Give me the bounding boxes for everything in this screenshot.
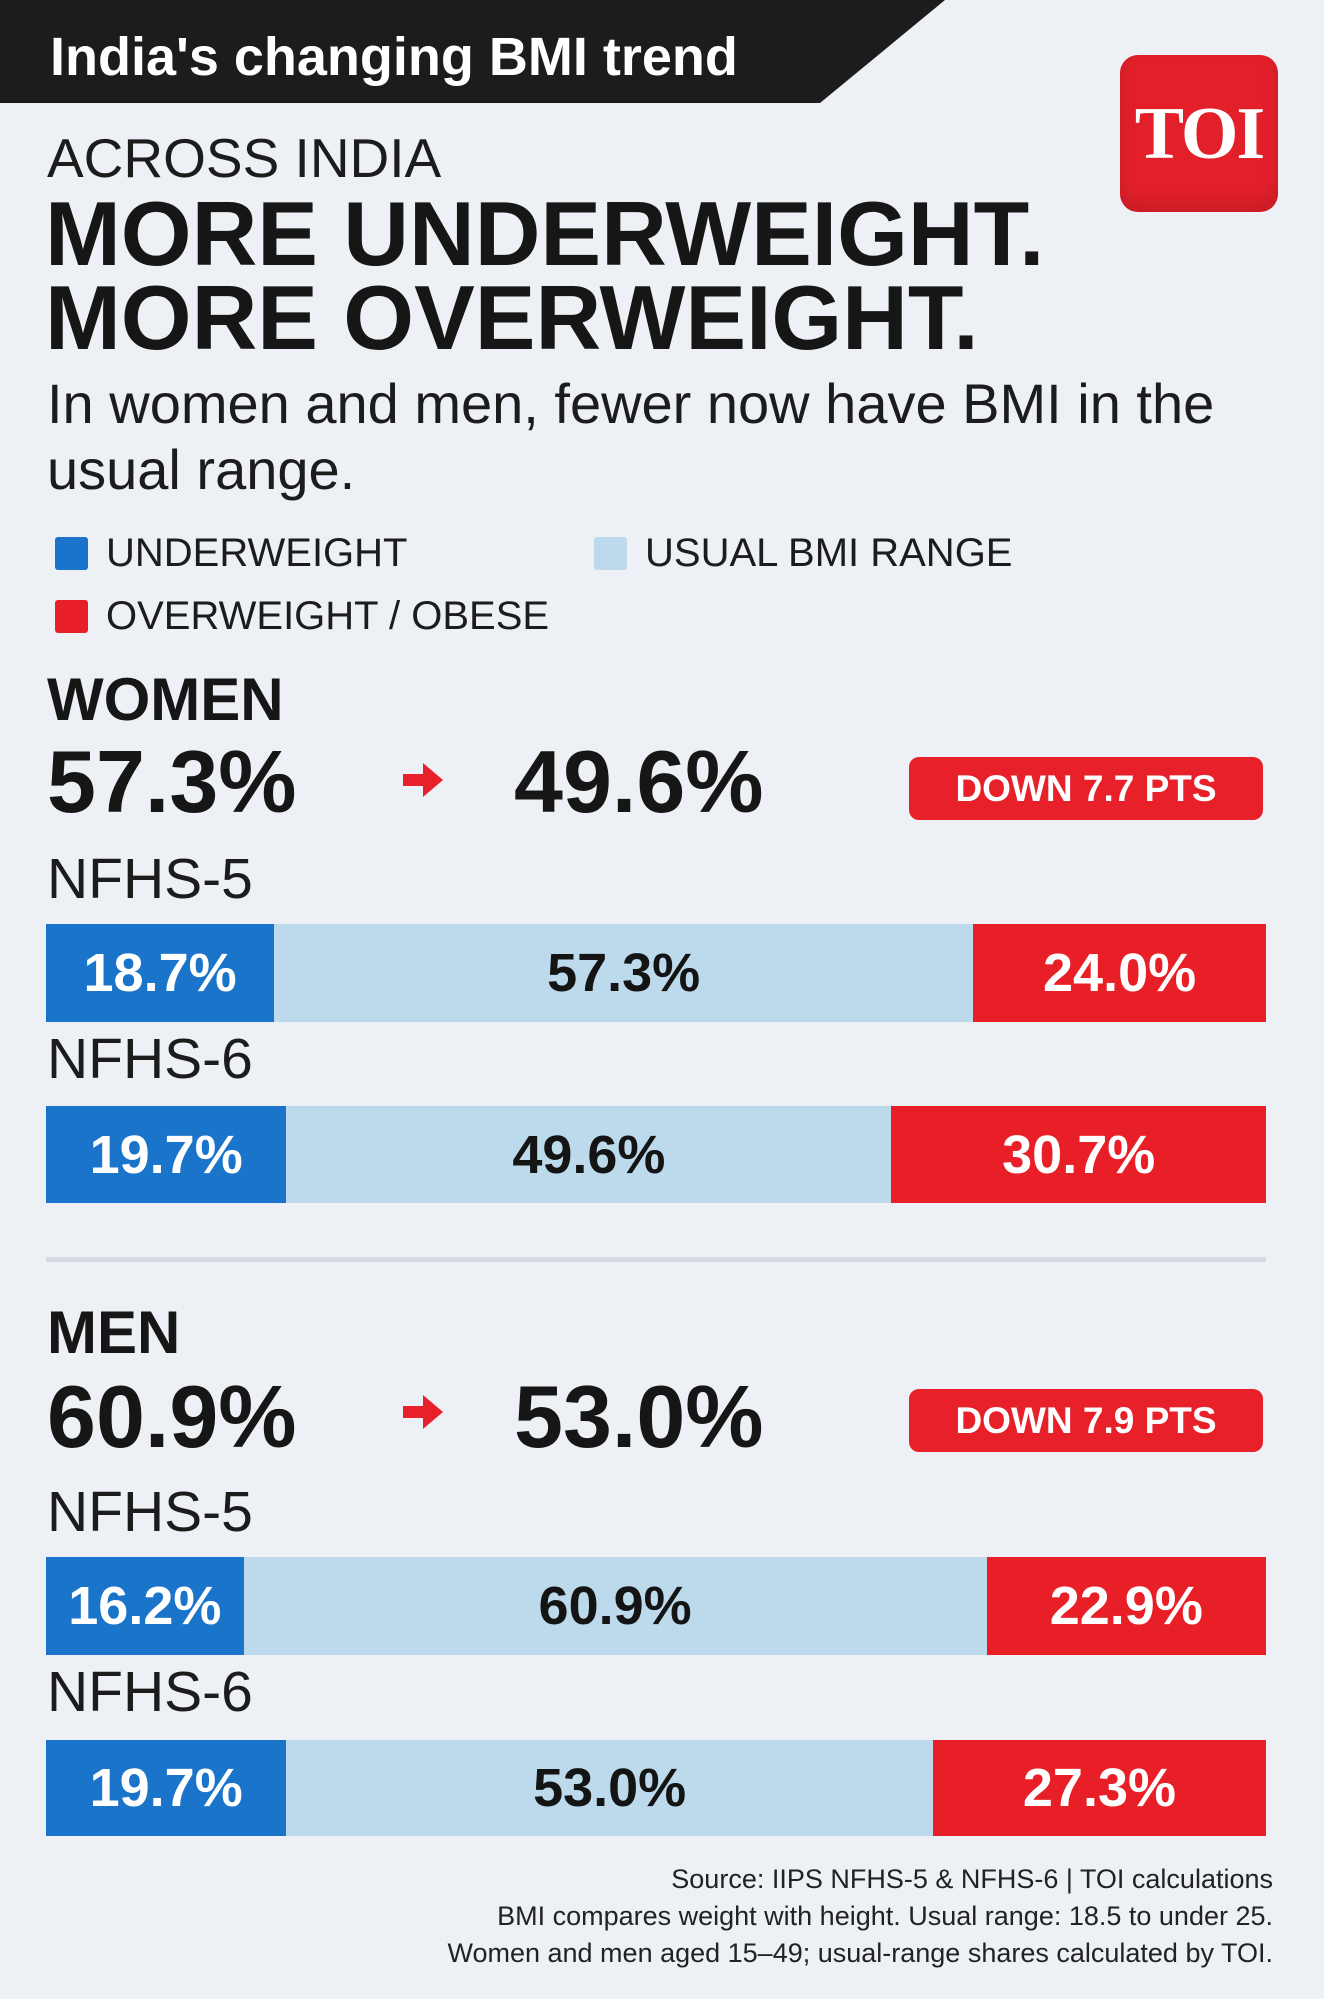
legend-label: UNDERWEIGHT — [106, 531, 408, 575]
bar-segment-overweight: 30.7% — [891, 1106, 1266, 1203]
stacked-bar-men-nfhs5: 16.2% 60.9% 22.9% — [46, 1557, 1266, 1655]
bar-segment-overweight: 27.3% — [932, 1740, 1266, 1836]
headline-from-value: 57.3% — [47, 732, 297, 831]
bar-segment-overweight: 22.9% — [986, 1557, 1266, 1655]
headline-line-2: MORE OVERWEIGHT. — [45, 268, 979, 369]
bar-segment-underweight: 19.7% — [46, 1740, 287, 1836]
bar-value-label: 24.0% — [1043, 943, 1197, 1003]
arrow-right-icon — [403, 763, 443, 797]
section-divider — [46, 1257, 1266, 1262]
bar-value-label: 57.3% — [547, 943, 701, 1003]
logo-text: TOI — [1134, 92, 1265, 175]
footer-notes: Source: IIPS NFHS-5 & NFHS-6 | TOI calcu… — [447, 1861, 1273, 1972]
bar-value-label: 18.7% — [83, 943, 237, 1003]
section-title-women: WOMEN — [47, 666, 284, 733]
legend-label: OVERWEIGHT / OBESE — [106, 594, 550, 638]
category-label: NFHS-6 — [47, 1027, 253, 1091]
legend-swatch — [55, 536, 88, 570]
bar-segment-usual-range: 60.9% — [243, 1557, 987, 1655]
kicker: ACROSS INDIA — [47, 127, 442, 189]
legend-label: USUAL BMI RANGE — [645, 531, 1013, 575]
bar-value-label: 22.9% — [1049, 1576, 1203, 1636]
bar-segment-underweight: 16.2% — [46, 1557, 244, 1655]
subtitle: In women and men, fewer now have BMI in … — [47, 372, 1215, 501]
bar-value-label: 19.7% — [89, 1124, 243, 1185]
source-note: Source: IIPS NFHS-5 & NFHS-6 | TOI calcu… — [671, 1864, 1273, 1894]
headline-to-value: 53.0% — [514, 1367, 764, 1466]
bar-value-label: 30.7% — [1002, 1124, 1156, 1185]
section-title-men: MEN — [47, 1299, 181, 1366]
bar-value-label: 53.0% — [533, 1758, 687, 1818]
headline-to-value: 49.6% — [514, 732, 764, 831]
toi-logo: TOI — [1120, 55, 1278, 212]
stacked-bar-men-nfhs6: 19.7% 53.0% 27.3% — [46, 1740, 1266, 1836]
category-label: NFHS-6 — [47, 1660, 253, 1724]
bar-value-label: 27.3% — [1022, 1758, 1176, 1818]
change-badge: DOWN 7.7 PTS — [909, 757, 1263, 820]
bar-segment-usual-range: 57.3% — [274, 924, 974, 1022]
category-label: NFHS-5 — [47, 847, 253, 911]
change-badge-text: DOWN 7.7 PTS — [955, 768, 1217, 809]
legend-item-usual-range: USUAL BMI RANGE — [594, 533, 1012, 573]
title-banner — [0, 0, 945, 103]
bar-value-label: 60.9% — [538, 1576, 692, 1636]
bar-value-label: 16.2% — [68, 1576, 222, 1636]
change-badge-text: DOWN 7.9 PTS — [955, 1400, 1217, 1441]
bar-segment-usual-range: 53.0% — [286, 1740, 933, 1836]
banner-title: India's changing BMI trend — [50, 27, 738, 87]
bar-value-label: 49.6% — [512, 1124, 666, 1185]
legend-swatch — [55, 599, 88, 633]
bar-value-label: 19.7% — [89, 1758, 243, 1818]
change-badge: DOWN 7.9 PTS — [909, 1389, 1263, 1452]
bar-segment-underweight: 18.7% — [46, 924, 275, 1022]
legend-swatch — [594, 536, 627, 570]
stacked-bar-women-nfhs6: 19.7% 49.6% 30.7% — [46, 1106, 1266, 1203]
bar-segment-usual-range: 49.6% — [286, 1106, 892, 1203]
headline-from-value: 60.9% — [47, 1367, 297, 1466]
bar-segment-underweight: 19.7% — [46, 1106, 287, 1203]
category-label: NFHS-5 — [47, 1480, 253, 1544]
headline-line-1: MORE UNDERWEIGHT. — [45, 184, 1045, 285]
bmi-note: BMI compares weight with height. Usual r… — [497, 1901, 1273, 1931]
bar-segment-overweight: 24.0% — [973, 924, 1266, 1022]
legend-item-overweight: OVERWEIGHT / OBESE — [55, 596, 549, 636]
arrow-right-icon — [403, 1395, 443, 1429]
method-note: Women and men aged 15–49; usual-range sh… — [447, 1938, 1273, 1968]
stacked-bar-women-nfhs5: 18.7% 57.3% 24.0% — [46, 924, 1266, 1022]
legend-item-underweight: UNDERWEIGHT — [55, 533, 407, 573]
